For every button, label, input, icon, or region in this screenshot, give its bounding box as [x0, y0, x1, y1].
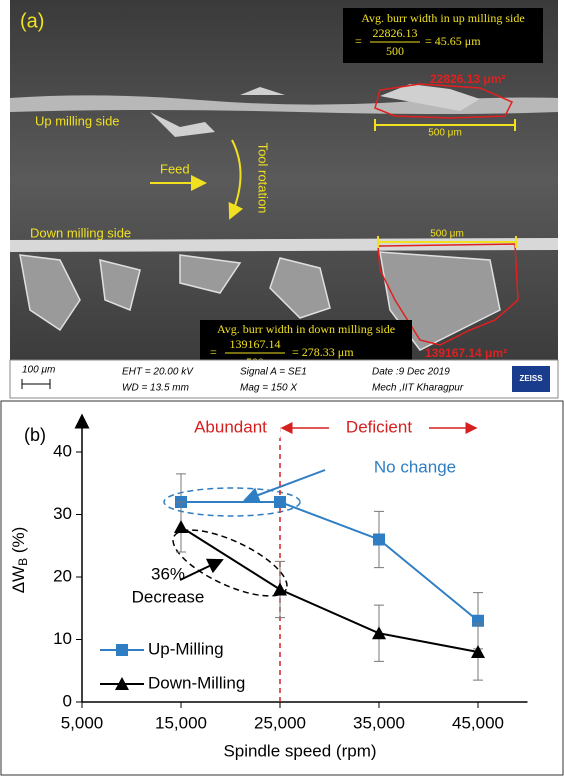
- box-title: Avg. burr width in down milling side: [217, 322, 395, 336]
- page: {"panel_a": {"label": "(a)", "up_box": {…: [0, 0, 564, 776]
- feed-label: Feed: [160, 161, 190, 176]
- info-bar: 100 μm EHT = 20.00 kV WD = 13.5 mm Signa…: [10, 360, 558, 398]
- box-numerator: 22826.13: [373, 26, 418, 40]
- marker: [372, 626, 386, 639]
- y-tick-label: 0: [63, 691, 72, 710]
- x-tick-label: 45,000: [452, 713, 504, 732]
- x-tick-label: 5,000: [61, 713, 104, 732]
- y-tick-label: 20: [53, 566, 72, 585]
- series-line: [181, 527, 478, 652]
- info-text: Date :9 Dec 2019: [372, 367, 450, 378]
- info-text: EHT = 20.00 kV: [122, 367, 194, 378]
- box-eq: =: [210, 345, 217, 359]
- info-text: WD = 13.5 mm: [122, 383, 189, 394]
- brand: ZEISS: [519, 374, 543, 383]
- x-tick-label: 25,000: [254, 713, 306, 732]
- panel-label: (a): [20, 10, 44, 32]
- scale-label: 500 μm: [428, 128, 462, 139]
- annotation-arrow: [180, 560, 222, 580]
- box-denominator: 500: [386, 44, 404, 58]
- marker: [274, 496, 286, 508]
- x-tick-label: 35,000: [353, 713, 405, 732]
- info-text: 100 μm: [22, 365, 55, 376]
- y-axis-label-part: ΔW: [9, 566, 28, 593]
- y-axis-label: ΔWB (%): [9, 527, 30, 594]
- area-label: 139167.14 μm²: [425, 346, 507, 360]
- y-tick-label: 10: [53, 629, 72, 648]
- box-result: = 278.33 μm: [292, 345, 354, 359]
- y-tick-label: 30: [53, 504, 72, 523]
- scale-label: 500 μm: [430, 229, 464, 240]
- legend-marker: [116, 644, 128, 656]
- annotation: 36%: [151, 564, 185, 583]
- box-numerator: 139167.14: [230, 337, 281, 351]
- figure: (a) Avg. burr width in up milling side =…: [0, 0, 564, 776]
- region-label: Deficient: [346, 417, 412, 436]
- marker: [273, 583, 287, 596]
- y-axis-label-part: B: [16, 558, 30, 566]
- panel-label: (b): [24, 425, 46, 445]
- box-result: = 45.65 μm: [425, 34, 481, 48]
- side-label: Up milling side: [35, 113, 120, 128]
- info-text: Mag = 150 X: [240, 383, 297, 394]
- x-axis-label: Spindle speed (rpm): [223, 741, 376, 760]
- legend-label: Up-Milling: [148, 639, 224, 658]
- legend-label: Down-Milling: [148, 673, 245, 692]
- info-text: Signal A = SE1: [240, 367, 307, 378]
- box-title: Avg. burr width in up milling side: [361, 11, 524, 25]
- x-tick-label: 15,000: [155, 713, 207, 732]
- rotation-label: Tool rotation: [256, 143, 271, 214]
- side-label: Down milling side: [30, 225, 131, 240]
- series-line: [181, 502, 478, 621]
- area-label: 22826.13 μm²: [430, 72, 505, 86]
- marker: [373, 534, 385, 546]
- y-axis-label-part: (%): [9, 527, 28, 558]
- box-eq: =: [355, 34, 362, 48]
- annotation: Decrease: [132, 587, 205, 606]
- sem-image: [10, 0, 558, 372]
- info-text: Mech ,IIT Kharagpur: [372, 383, 464, 394]
- region-label: Abundant: [194, 417, 267, 436]
- y-tick-label: 40: [53, 441, 72, 460]
- annotation: No change: [374, 457, 456, 476]
- marker: [174, 520, 188, 533]
- annotation-arrow: [245, 470, 325, 500]
